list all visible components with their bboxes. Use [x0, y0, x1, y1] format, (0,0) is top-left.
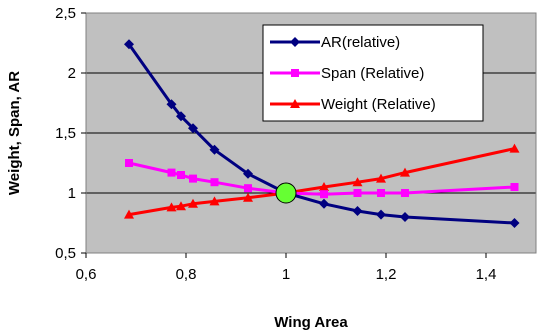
- legend-label: Span (Relative): [321, 65, 424, 82]
- diamond-marker: [188, 123, 198, 134]
- square-marker: [177, 171, 185, 179]
- square-marker: [244, 184, 252, 193]
- y-tick-label: 1,5: [55, 125, 76, 142]
- triangle-marker: [188, 198, 198, 208]
- x-tick-label: 1,4: [476, 266, 497, 283]
- y-tick-label: 2: [68, 65, 76, 82]
- x-tick-label: 0,6: [76, 266, 97, 283]
- x-axis-ticks: 0,6 0,8 1 1,2 1,4: [76, 253, 497, 283]
- x-tick-label: 1,2: [376, 266, 397, 283]
- triangle-marker: [352, 177, 363, 187]
- legend-label: Weight (Relative): [321, 96, 436, 113]
- diamond-marker: [400, 212, 410, 222]
- diamond-marker: [166, 99, 177, 110]
- square-marker: [210, 178, 219, 187]
- legend-item: AR(relative): [270, 34, 400, 51]
- square-marker: [353, 189, 362, 197]
- x-axis-title: Wing Area: [274, 314, 348, 331]
- triangle-marker: [176, 201, 186, 211]
- legend-label: AR(relative): [321, 34, 400, 51]
- triangle-marker: [400, 167, 410, 177]
- y-tick-label: 0,5: [55, 245, 76, 262]
- square-marker: [377, 189, 385, 197]
- triangle-marker: [209, 196, 220, 206]
- triangle-marker: [509, 143, 520, 153]
- square-marker: [320, 190, 328, 199]
- triangle-marker: [290, 99, 300, 108]
- highlight-point: [275, 182, 297, 204]
- triangle-marker: [124, 209, 134, 219]
- y-tick-label: 1: [68, 185, 76, 202]
- y-tick-label: 2,5: [55, 5, 76, 22]
- legend: AR(relative) Span (Relative) Weight (Relat…: [262, 24, 484, 122]
- diamond-marker: [176, 111, 186, 122]
- triangle-marker: [319, 182, 329, 191]
- diamond-marker: [124, 39, 134, 50]
- diamond-marker: [319, 198, 329, 209]
- x-tick-label: 0,8: [176, 266, 197, 283]
- square-marker: [510, 183, 519, 191]
- diamond-marker: [509, 218, 520, 228]
- square-marker: [167, 168, 176, 177]
- diamond-marker: [243, 168, 253, 179]
- square-marker: [401, 189, 409, 197]
- series-layer: [124, 39, 520, 228]
- square-marker: [189, 174, 197, 183]
- x-tick-label: 1: [282, 266, 290, 283]
- triangle-marker: [243, 192, 253, 202]
- triangle-marker: [376, 173, 386, 183]
- square-marker: [125, 159, 133, 167]
- diamond-marker: [290, 37, 300, 47]
- y-axis-ticks: 0,5 1 1,5 2 2,5: [55, 5, 86, 262]
- diamond-marker: [352, 206, 363, 216]
- square-marker: [291, 69, 299, 77]
- highlight-layer: [275, 182, 297, 204]
- y-axis-title: Weight, Span, AR: [6, 71, 23, 195]
- diamond-marker: [209, 144, 220, 155]
- legend-item: Span (Relative): [270, 65, 424, 82]
- series-ar-relative: [124, 39, 520, 228]
- triangle-marker: [166, 202, 177, 212]
- diamond-marker: [376, 209, 386, 220]
- legend-item: Weight (Relative): [270, 96, 436, 113]
